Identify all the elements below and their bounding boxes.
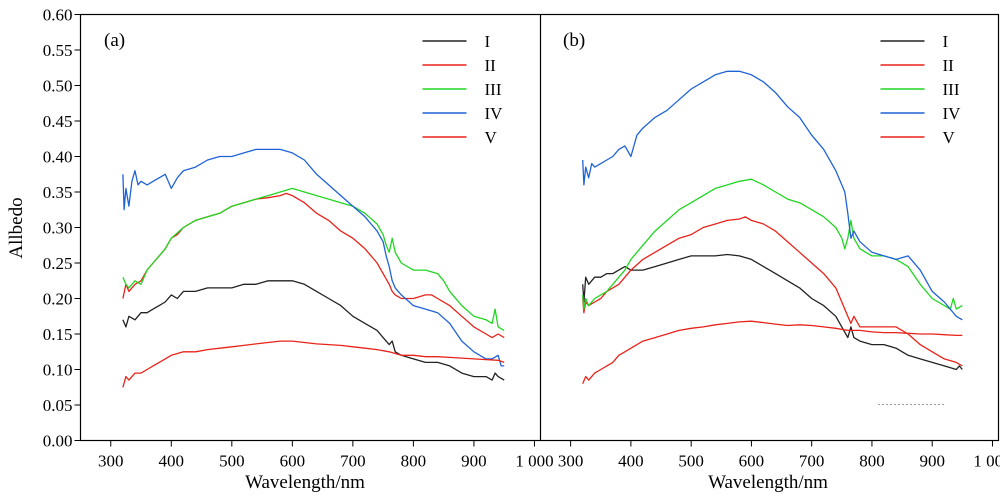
series-line-I <box>122 280 505 381</box>
legend-label-II: II <box>943 56 955 75</box>
x-tick-label: 700 <box>799 452 825 471</box>
legend-label-V: V <box>943 128 956 147</box>
x-tick-label: 600 <box>739 452 765 471</box>
x-tick-label: 500 <box>219 452 245 471</box>
panel-b-series <box>582 70 963 384</box>
x-tick-label: 900 <box>919 452 945 471</box>
y-tick-label: 0.40 <box>43 148 73 167</box>
legend-label-IV: IV <box>485 104 504 123</box>
y-tick-label: 0.45 <box>43 112 73 131</box>
x-tick-label: 800 <box>859 452 885 471</box>
series-line-V <box>122 340 505 388</box>
y-tick-label: 0.55 <box>43 41 73 60</box>
panel-a-series <box>122 148 505 388</box>
panel-b-label: (b) <box>563 30 585 51</box>
x-tick-label: 1 000 <box>973 452 1000 471</box>
panel-a-x-ticks: 300 400 500 600 700 800 900 1 000 <box>98 440 554 471</box>
y-tick-label: 0.15 <box>43 325 73 344</box>
y-tick-label: 0.10 <box>43 361 73 380</box>
series-line-III <box>122 187 505 331</box>
x-tick-label: 600 <box>280 452 306 471</box>
series-line-IV <box>122 148 505 367</box>
series-line-III <box>582 178 963 310</box>
x-tick-label: 700 <box>340 452 366 471</box>
legend-label-III: III <box>943 80 960 99</box>
x-tick-label: 300 <box>558 452 584 471</box>
legend-label-IV: IV <box>943 104 962 123</box>
panel-b-x-ticks: 300 400 500 600 700 800 900 1 000 <box>558 440 1000 471</box>
x-tick-label: 1 000 <box>515 452 553 471</box>
series-line-V <box>582 320 963 384</box>
x-tick-label: 800 <box>401 452 427 471</box>
y-tick-label: 0.60 <box>43 6 73 25</box>
plot-frame <box>79 13 1000 442</box>
y-axis-label: Allbedo <box>6 197 27 258</box>
x-tick-label: 400 <box>159 452 185 471</box>
y-tick-label: 0.50 <box>43 77 73 96</box>
y-tick-label: 0.00 <box>43 432 73 451</box>
y-tick-label: 0.35 <box>43 183 73 202</box>
panel-a-y-ticks: 0.00 0.05 0.10 0.15 0.20 0.25 0.30 0.35 0.40 0.45… <box>43 6 81 451</box>
x-tick-label: 500 <box>678 452 704 471</box>
legend-label-III: III <box>485 80 502 99</box>
y-tick-label: 0.20 <box>43 290 73 309</box>
y-tick-label: 0.05 <box>43 396 73 415</box>
panel-a-label: (a) <box>104 30 125 51</box>
series-line-I <box>582 253 963 371</box>
y-tick-label: 0.25 <box>43 254 73 273</box>
panel-b-x-axis-label: Wavelength/nm <box>708 472 828 493</box>
series-line-II <box>582 216 963 367</box>
legend-label-V: V <box>485 128 498 147</box>
series-line-IV <box>582 70 963 321</box>
x-tick-label: 400 <box>618 452 644 471</box>
x-tick-label: 300 <box>98 452 124 471</box>
y-tick-label: 0.30 <box>43 219 73 238</box>
legend-label-I: I <box>943 32 949 51</box>
legend-label-II: II <box>485 56 497 75</box>
panel-a-x-axis-label: Wavelength/nm <box>245 472 365 493</box>
x-tick-label: 900 <box>461 452 487 471</box>
panel-a: (a) 0.00 0.05 0.10 0.15 0.20 0.25 0.30 0.35 0.40… <box>43 6 554 494</box>
series-line-II <box>122 192 505 339</box>
legend-label-I: I <box>485 32 491 51</box>
